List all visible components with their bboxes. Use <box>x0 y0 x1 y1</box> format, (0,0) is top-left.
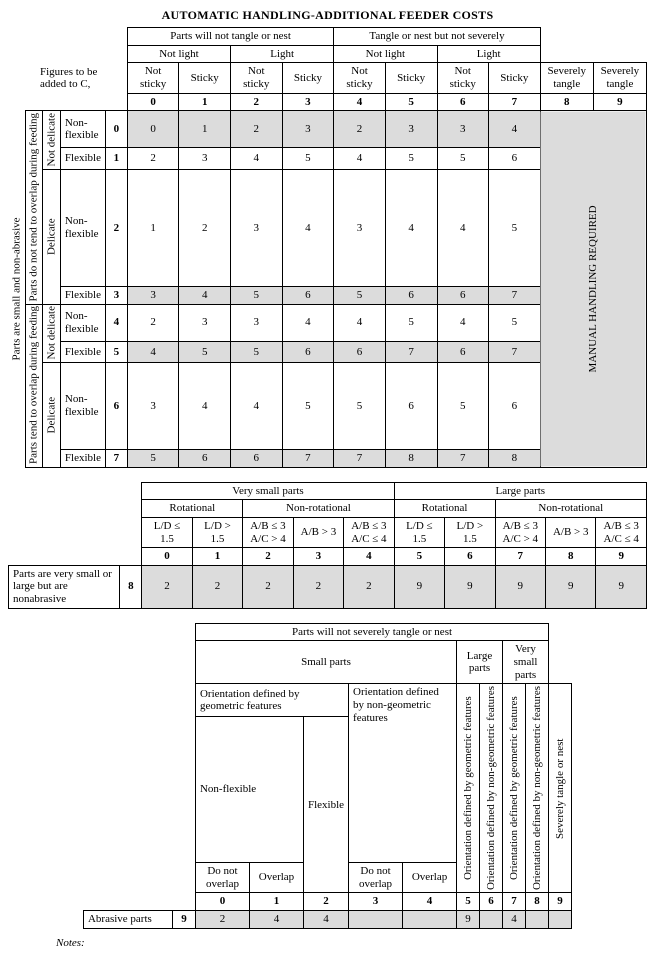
t2-lp: Large parts <box>394 482 646 500</box>
t2-ridx: 8 <box>120 565 142 608</box>
t2-vsp: Very small parts <box>142 482 394 500</box>
t1-cidx-2: 2 <box>231 93 282 111</box>
t1-cidx-5: 5 <box>385 93 437 111</box>
notes-label: Notes: <box>56 937 647 949</box>
t1-nflex-4: Non-flexible <box>60 304 105 341</box>
t1-sv1: Severely tangle <box>540 63 593 93</box>
t2-rot1: Rotational <box>142 500 243 518</box>
t3-ridx: 9 <box>172 911 195 929</box>
t3-nflex: Non-flexible <box>195 717 303 863</box>
t2-row: Parts are very small or large but are no… <box>9 565 647 608</box>
t1-lt2: Light <box>437 45 540 63</box>
t3-flex: Flexible <box>303 717 348 893</box>
t2-h5: L/D ≤ 1.5 <box>394 517 444 547</box>
t1-cidx-9: 9 <box>593 93 646 111</box>
t3-row: Abrasive parts 9 2 4 4 9 4 <box>83 911 571 929</box>
t3-onf: Orientation defined by non-geometric fea… <box>349 684 457 863</box>
caption: Figures to be added to C, <box>8 28 127 94</box>
t1-g2: Tangle or nest but not severely <box>334 28 540 46</box>
t1-ndel-1: Not delicate <box>43 111 61 169</box>
t1-flex-3: Flexible <box>60 287 105 305</box>
t3-vsp-onf: Orientation defined by non-geometric fea… <box>526 684 549 893</box>
t2-h7: A/B ≤ 3A/C > 4 <box>495 517 545 547</box>
table-1: Figures to be added to C, Parts will not… <box>8 27 647 468</box>
t1-axis-outer: Parts are small and non-abrasive <box>8 111 25 467</box>
t1-cidx-6: 6 <box>437 93 488 111</box>
t1-ridx-0: 0 <box>105 111 127 148</box>
t2-h3: A/B > 3 <box>293 517 343 547</box>
t1-ns3: Not sticky <box>334 63 385 93</box>
t1-flex-7: Flexible <box>60 450 105 468</box>
t2-h1: L/D > 1.5 <box>192 517 242 547</box>
t1-cidx-7: 7 <box>488 93 540 111</box>
t3-lp-onf: Orientation defined by non-geometric fea… <box>480 684 503 893</box>
t1-g1: Parts will not tangle or nest <box>127 28 333 46</box>
t2-rot2: Rotational <box>394 500 495 518</box>
t3-vsp: Very small parts <box>503 641 549 684</box>
manual-handling: MANUAL HANDLING REQUIRED <box>540 111 646 467</box>
t3-sp: Small parts <box>195 641 456 684</box>
t1-cidx-4: 4 <box>334 93 385 111</box>
t3-dno2: Do not overlap <box>349 863 403 893</box>
t1-ridx-4: 4 <box>105 304 127 341</box>
t1-grpB: Parts tend to overlap during feeding <box>25 304 43 467</box>
t1-st: Sticky <box>179 63 231 93</box>
t2-h4: A/B ≤ 3A/C ≤ 4 <box>344 517 394 547</box>
t1-sv2: Severely tangle <box>593 63 646 93</box>
t1-ridx-5: 5 <box>105 341 127 363</box>
t1-nflex-2: Non-flexible <box>60 169 105 286</box>
t2-rowlabel: Parts are very small or large but are no… <box>9 565 120 608</box>
t2-h8: A/B > 3 <box>546 517 596 547</box>
t1-grpA: Parts do not tend to overlap during feed… <box>25 111 43 305</box>
t1-ridx-6: 6 <box>105 363 127 450</box>
t3-dno1: Do not overlap <box>195 863 249 893</box>
t1-ns2: Not sticky <box>231 63 282 93</box>
t1-nl2: Not light <box>334 45 437 63</box>
t1-cidx-8: 8 <box>540 93 593 111</box>
table-3: Parts will not severely tangle or nest S… <box>83 623 572 929</box>
t1-st3: Sticky <box>385 63 437 93</box>
t1-del-1: Delicate <box>43 169 61 304</box>
t1-lt: Light <box>231 45 334 63</box>
t2-h2: A/B ≤ 3A/C > 4 <box>243 517 293 547</box>
t2-h6: L/D > 1.5 <box>445 517 495 547</box>
t3-top: Parts will not severely tangle or nest <box>195 623 548 641</box>
t3-vsp-ogf: Orientation defined by geometric feature… <box>503 684 526 893</box>
t1-cidx-1: 1 <box>179 93 231 111</box>
t1-nflex-0: Non-flexible <box>60 111 105 148</box>
t1-nflex-6: Non-flexible <box>60 363 105 450</box>
t3-ov1: Overlap <box>249 863 303 893</box>
t1-del-2: Delicate <box>43 363 61 467</box>
t3-stn: Severely tangle or nest <box>549 684 572 893</box>
t3-lp: Large parts <box>457 641 503 684</box>
t1-cidx-3: 3 <box>282 93 334 111</box>
t1-ridx-2: 2 <box>105 169 127 286</box>
t1-st2: Sticky <box>282 63 334 93</box>
t1-ns4: Not sticky <box>437 63 488 93</box>
table-2: Very small parts Large parts Rotational … <box>8 482 647 609</box>
t3-ogf: Orientation defined by geometric feature… <box>195 684 348 717</box>
t1-nl: Not light <box>127 45 230 63</box>
t1-row-0: Parts are small and non-abrasive Parts d… <box>8 111 647 148</box>
page-title: AUTOMATIC HANDLING-ADDITIONAL FEEDER COS… <box>8 8 647 23</box>
t2-nrot1: Non-rotational <box>243 500 394 518</box>
t1-ns: Not sticky <box>127 63 178 93</box>
t3-rowlabel: Abrasive parts <box>83 911 172 929</box>
t3-lp-ogf: Orientation defined by geometric feature… <box>457 684 480 893</box>
t2-h9: A/B ≤ 3A/C ≤ 4 <box>596 517 647 547</box>
t1-st4: Sticky <box>488 63 540 93</box>
t1-ridx-1: 1 <box>105 148 127 170</box>
t3-ov2: Overlap <box>403 863 457 893</box>
t2-nrot2: Non-rotational <box>495 500 646 518</box>
t1-cidx-0: 0 <box>127 93 178 111</box>
t1-flex-5: Flexible <box>60 341 105 363</box>
t1-ridx-3: 3 <box>105 287 127 305</box>
t1-ndel-2: Not delicate <box>43 304 61 362</box>
t2-h0: L/D ≤ 1.5 <box>142 517 192 547</box>
t1-ridx-7: 7 <box>105 450 127 468</box>
t1-flex-1: Flexible <box>60 148 105 170</box>
